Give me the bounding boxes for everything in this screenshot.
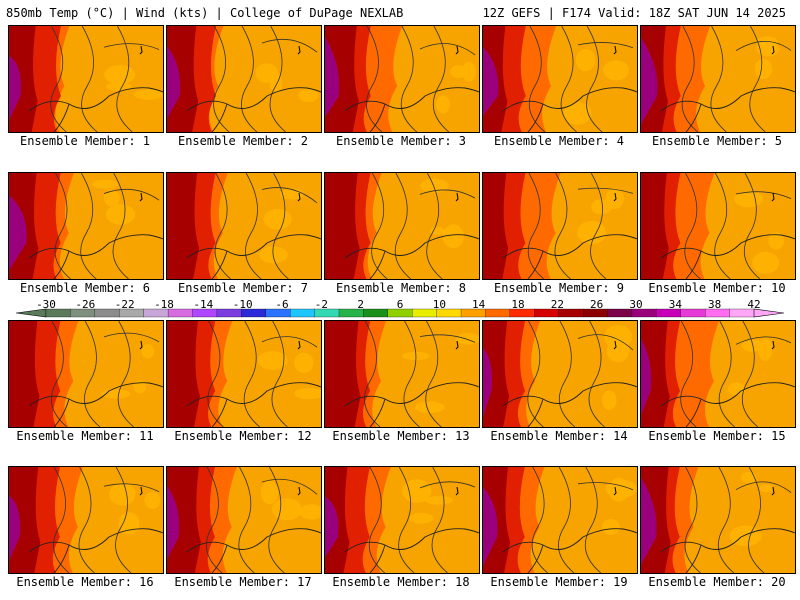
colorbar-tick-label: 18 (511, 298, 525, 311)
panel-caption: Ensemble Member: 18 (332, 575, 470, 589)
temperature-field-map (325, 26, 479, 132)
panel-caption: Ensemble Member: 3 (335, 134, 467, 148)
colorbar-tick-label: -30 (36, 298, 56, 311)
panel-caption: Ensemble Member: 10 (648, 281, 786, 295)
temperature-field-map (325, 173, 479, 279)
colorbar-tick-label: -10 (232, 298, 253, 311)
chart-title-right: 12Z GEFS | F174 Valid: 18Z SAT JUN 14 20… (482, 6, 786, 20)
panel-caption: Ensemble Member: 15 (648, 429, 786, 443)
panel-caption: Ensemble Member: 5 (651, 134, 783, 148)
temperature-field-map (9, 321, 163, 427)
colorbar-tick-label: 2 (357, 298, 364, 311)
colorbar-tick-label: 22 (550, 298, 564, 311)
temperature-field-map (641, 467, 795, 573)
panel-caption: Ensemble Member: 13 (332, 429, 470, 443)
temperature-field-map (483, 173, 637, 279)
ensemble-panel-map (482, 320, 638, 428)
panel-caption: Ensemble Member: 19 (490, 575, 628, 589)
ensemble-panel-map (8, 172, 164, 280)
panel-caption: Ensemble Member: 9 (493, 281, 625, 295)
temperature-field-map (167, 321, 321, 427)
colorbar-tick-label: -14 (193, 298, 214, 311)
panel-caption: Ensemble Member: 7 (177, 281, 309, 295)
colorbar-segment (289, 308, 316, 318)
panel-caption: Ensemble Member: 16 (16, 575, 154, 589)
colorbar-tick-label: 30 (629, 298, 643, 311)
temperature-field-map (483, 467, 637, 573)
panel-caption: Ensemble Member: 2 (177, 134, 309, 148)
panel-caption: Ensemble Member: 6 (19, 281, 151, 295)
ensemble-panel-map (482, 172, 638, 280)
panel-caption: Ensemble Member: 14 (490, 429, 628, 443)
ensemble-panel-map (482, 466, 638, 574)
ensemble-panel-map (482, 25, 638, 133)
ensemble-panel-map (166, 172, 322, 280)
colorbar-segment (680, 308, 706, 318)
ensemble-panel-map (8, 25, 164, 133)
colorbar-tick-label: -18 (154, 298, 174, 311)
ensemble-panel-map (8, 466, 164, 574)
colorbar-right-arrow (753, 308, 784, 318)
panel-caption: Ensemble Member: 8 (335, 281, 467, 295)
colorbar-tick-label: 26 (590, 298, 604, 311)
temperature-field-map (9, 467, 163, 573)
temperature-field-map (641, 173, 795, 279)
ensemble-panel-map (166, 320, 322, 428)
temperature-field-map (9, 173, 163, 279)
ensemble-panel-map (166, 466, 322, 574)
colorbar-tick-label: 10 (432, 298, 446, 311)
panel-caption: Ensemble Member: 4 (493, 134, 625, 148)
temperature-field-map (167, 467, 321, 573)
temperature-field-map (167, 26, 321, 132)
ensemble-panel-map (640, 466, 796, 574)
panel-caption: Ensemble Member: 11 (16, 429, 154, 443)
colorbar-tick-label: 6 (396, 298, 404, 311)
ensemble-panel-map (324, 466, 480, 574)
ensemble-panel-map (166, 25, 322, 133)
temperature-field-map (167, 173, 321, 279)
temperature-field-map (641, 26, 795, 132)
colorbar-tick-label: 38 (708, 298, 722, 311)
temperature-field-map (483, 26, 637, 132)
colorbar-tick-label: 14 (472, 298, 486, 311)
panel-caption: Ensemble Member: 17 (174, 575, 312, 589)
colorbar-tick-label: -6 (275, 298, 289, 311)
panel-caption: Ensemble Member: 20 (648, 575, 786, 589)
chart-title-left: 850mb Temp (°C) | Wind (kts) | College o… (6, 6, 404, 20)
colorbar-tick-label: -2 (314, 298, 328, 311)
ensemble-panel-map (640, 25, 796, 133)
ensemble-panel-map (324, 172, 480, 280)
colorbar-tick-label: -22 (114, 298, 135, 311)
panel-caption: Ensemble Member: 12 (174, 429, 312, 443)
temperature-field-map (325, 321, 479, 427)
temperature-field-map (641, 321, 795, 427)
temperature-field-map (483, 321, 637, 427)
ensemble-panel-map (640, 320, 796, 428)
colorbar-segment (363, 308, 389, 318)
ensemble-panel-map (324, 25, 480, 133)
panel-caption: Ensemble Member: 1 (19, 134, 151, 148)
ensemble-panel-map (324, 320, 480, 428)
temperature-field-map (325, 467, 479, 573)
colorbar-tick-label: 34 (668, 298, 682, 311)
colorbar-tick-label: -26 (75, 298, 96, 311)
ensemble-panel-map (640, 172, 796, 280)
temperature-colorbar (16, 308, 784, 318)
colorbar-tick-label: 42 (747, 298, 761, 311)
colorbar-segment (485, 308, 511, 318)
ensemble-panel-map (8, 320, 164, 428)
temperature-field-map (9, 26, 163, 132)
